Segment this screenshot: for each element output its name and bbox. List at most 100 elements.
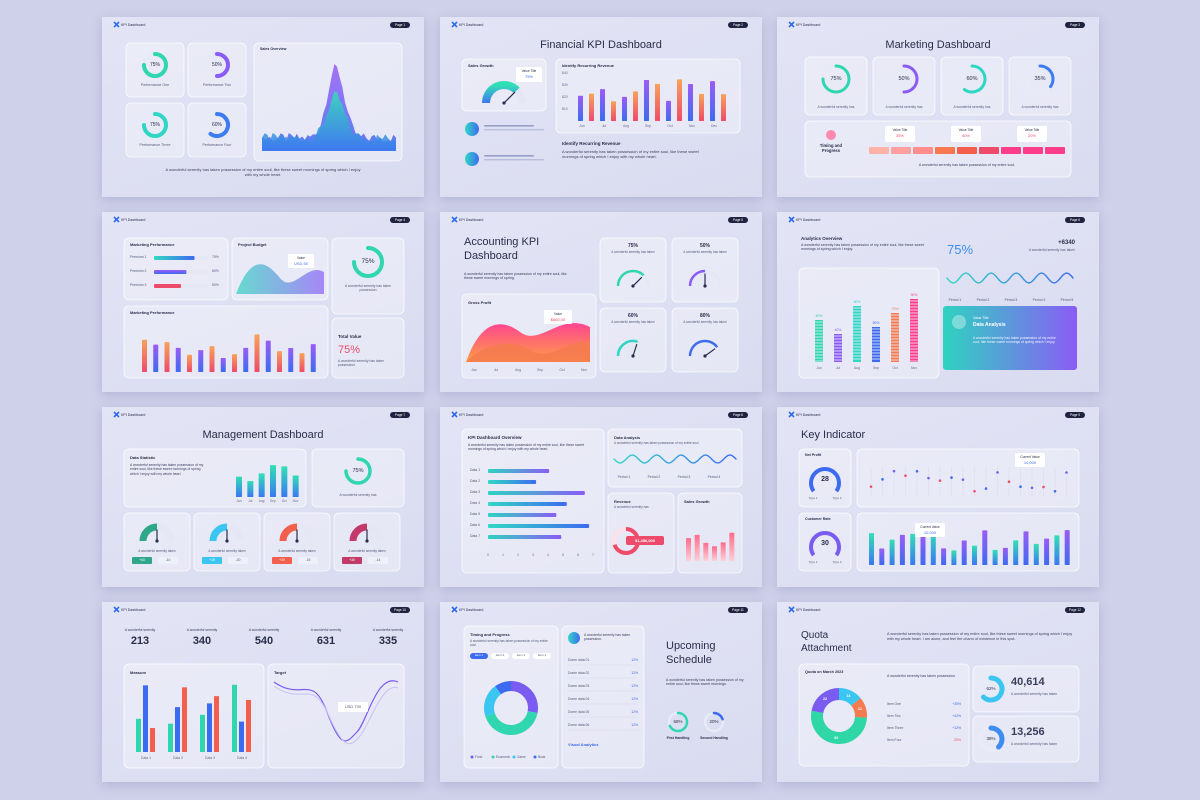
text: Project Budget <box>238 242 267 247</box>
dot <box>984 487 988 490</box>
text: Page 5 <box>732 217 744 222</box>
text: Aug <box>258 499 265 503</box>
bar <box>703 542 709 561</box>
logo <box>451 21 458 28</box>
text: Sep <box>270 499 276 503</box>
text: Type 1 <box>808 496 818 500</box>
logo <box>451 411 458 418</box>
text: 12% <box>631 697 638 701</box>
text: 20% <box>1027 133 1036 138</box>
text: A wonderful serenity has taken <box>683 320 727 324</box>
card <box>856 448 1080 508</box>
progress-bar <box>154 284 181 288</box>
slide[interactable]: KPI Dashboard Page 6 Analytics Overview A w… <box>777 212 1099 392</box>
text: 12% <box>631 658 638 662</box>
ring-arc <box>980 675 1005 703</box>
progress-segment <box>979 147 999 154</box>
text: A wonderful serenity has taken <box>1028 248 1075 252</box>
slide[interactable]: KPI Dashboard Page 1 75% Performance One 50%… <box>102 17 424 197</box>
text: 75% <box>524 74 533 79</box>
text: A wonderful serenity has taken possessio… <box>562 149 699 159</box>
slide[interactable]: KPI Dashboard Page 9 Key Indicator Net Prof… <box>777 407 1099 587</box>
text: A wonderful serenity has taken possessio… <box>130 463 204 476</box>
slide[interactable]: KPI Dashboard Page 2 Financial KPI Dashboa… <box>440 17 762 197</box>
text: 3 <box>532 553 534 557</box>
text: Analytics Overview <box>801 236 843 241</box>
text: KPI Dashboard <box>796 22 821 27</box>
progress-segment <box>935 147 955 154</box>
text: Food <box>475 755 483 759</box>
donut-segment <box>510 681 538 714</box>
line-placeholder <box>484 129 544 131</box>
bar <box>164 342 170 372</box>
gauge-hub <box>365 539 369 543</box>
text: Jul <box>601 124 607 128</box>
text: Data 1 <box>141 756 151 760</box>
text: Item 1 <box>474 653 484 658</box>
page-tag <box>390 607 410 613</box>
text: A wonderful serenity <box>186 628 218 632</box>
card <box>311 448 405 508</box>
text: Period 5 <box>1060 298 1074 302</box>
dot <box>1042 485 1045 489</box>
bar <box>292 475 299 497</box>
card <box>798 512 852 572</box>
ring-label: 50% <box>898 75 910 82</box>
slide[interactable]: KPI Dashboard Page 5 Accounting KPI Dashbo… <box>440 212 762 392</box>
bar <box>1044 538 1050 565</box>
bar <box>243 347 249 372</box>
slide[interactable]: KPI Dashboard Page 11 Timing and Progress A… <box>440 602 762 782</box>
text: Page 4 <box>394 217 406 222</box>
slide[interactable]: KPI Dashboard Page 12 Quota Attachment A wo… <box>777 602 1099 782</box>
text: KPI Dashboard Overview <box>468 435 522 440</box>
slide[interactable]: KPI Dashboard Page 10 A wonderful serenity… <box>102 602 424 782</box>
text: Item Two <box>887 714 901 718</box>
dot <box>904 474 907 477</box>
slide[interactable]: KPI Dashboard Page 8 KPI Dashboard Overvie… <box>440 407 762 587</box>
area <box>466 341 590 362</box>
bar <box>899 534 905 565</box>
bar <box>951 550 957 565</box>
bar <box>488 469 550 473</box>
bar <box>277 351 282 372</box>
bar <box>686 538 691 561</box>
logo <box>788 21 795 28</box>
text: Aug <box>853 366 861 370</box>
text: Jun <box>236 499 242 503</box>
bar <box>889 539 895 565</box>
text: Data Analysis <box>614 435 641 440</box>
gauge-needle <box>632 343 638 357</box>
text: Jun <box>816 366 822 370</box>
text: Data 1 <box>470 468 480 472</box>
text: Page 12 <box>1069 607 1081 612</box>
bar <box>310 344 316 372</box>
bar <box>281 466 288 497</box>
text: Marketing Performance <box>130 242 175 247</box>
bar <box>869 533 874 565</box>
page-tag <box>728 217 748 223</box>
gauge-arc <box>209 523 228 542</box>
text: A wonderful serenity taken <box>138 549 176 553</box>
slide[interactable]: KPI Dashboard Page 3 Marketing Dashboard 75… <box>777 17 1099 197</box>
slide[interactable]: KPI Dashboard Page 4 Marketing Performance… <box>102 212 424 392</box>
ring-arc <box>208 112 230 138</box>
page-tag <box>728 22 748 28</box>
area <box>262 91 396 151</box>
text: Dome data 06 <box>568 723 590 727</box>
ring-arc <box>712 711 724 721</box>
text: Customer Rate <box>805 517 831 521</box>
dot <box>1053 489 1057 493</box>
text: -25% <box>953 738 961 742</box>
text: Marketing Dashboard <box>885 39 991 51</box>
progress-segment <box>1001 147 1021 154</box>
text: Management Dashboard <box>202 429 324 441</box>
bar <box>992 549 998 565</box>
line-placeholder <box>484 125 534 127</box>
text: Jul <box>835 366 841 370</box>
ring-arc <box>988 725 1005 750</box>
slide[interactable]: KPI Dashboard Page 7 Management Dashboard D… <box>102 407 424 587</box>
ring-arc <box>344 457 372 485</box>
text: Data 3 <box>470 490 480 494</box>
ring-label: 20% <box>709 719 719 725</box>
